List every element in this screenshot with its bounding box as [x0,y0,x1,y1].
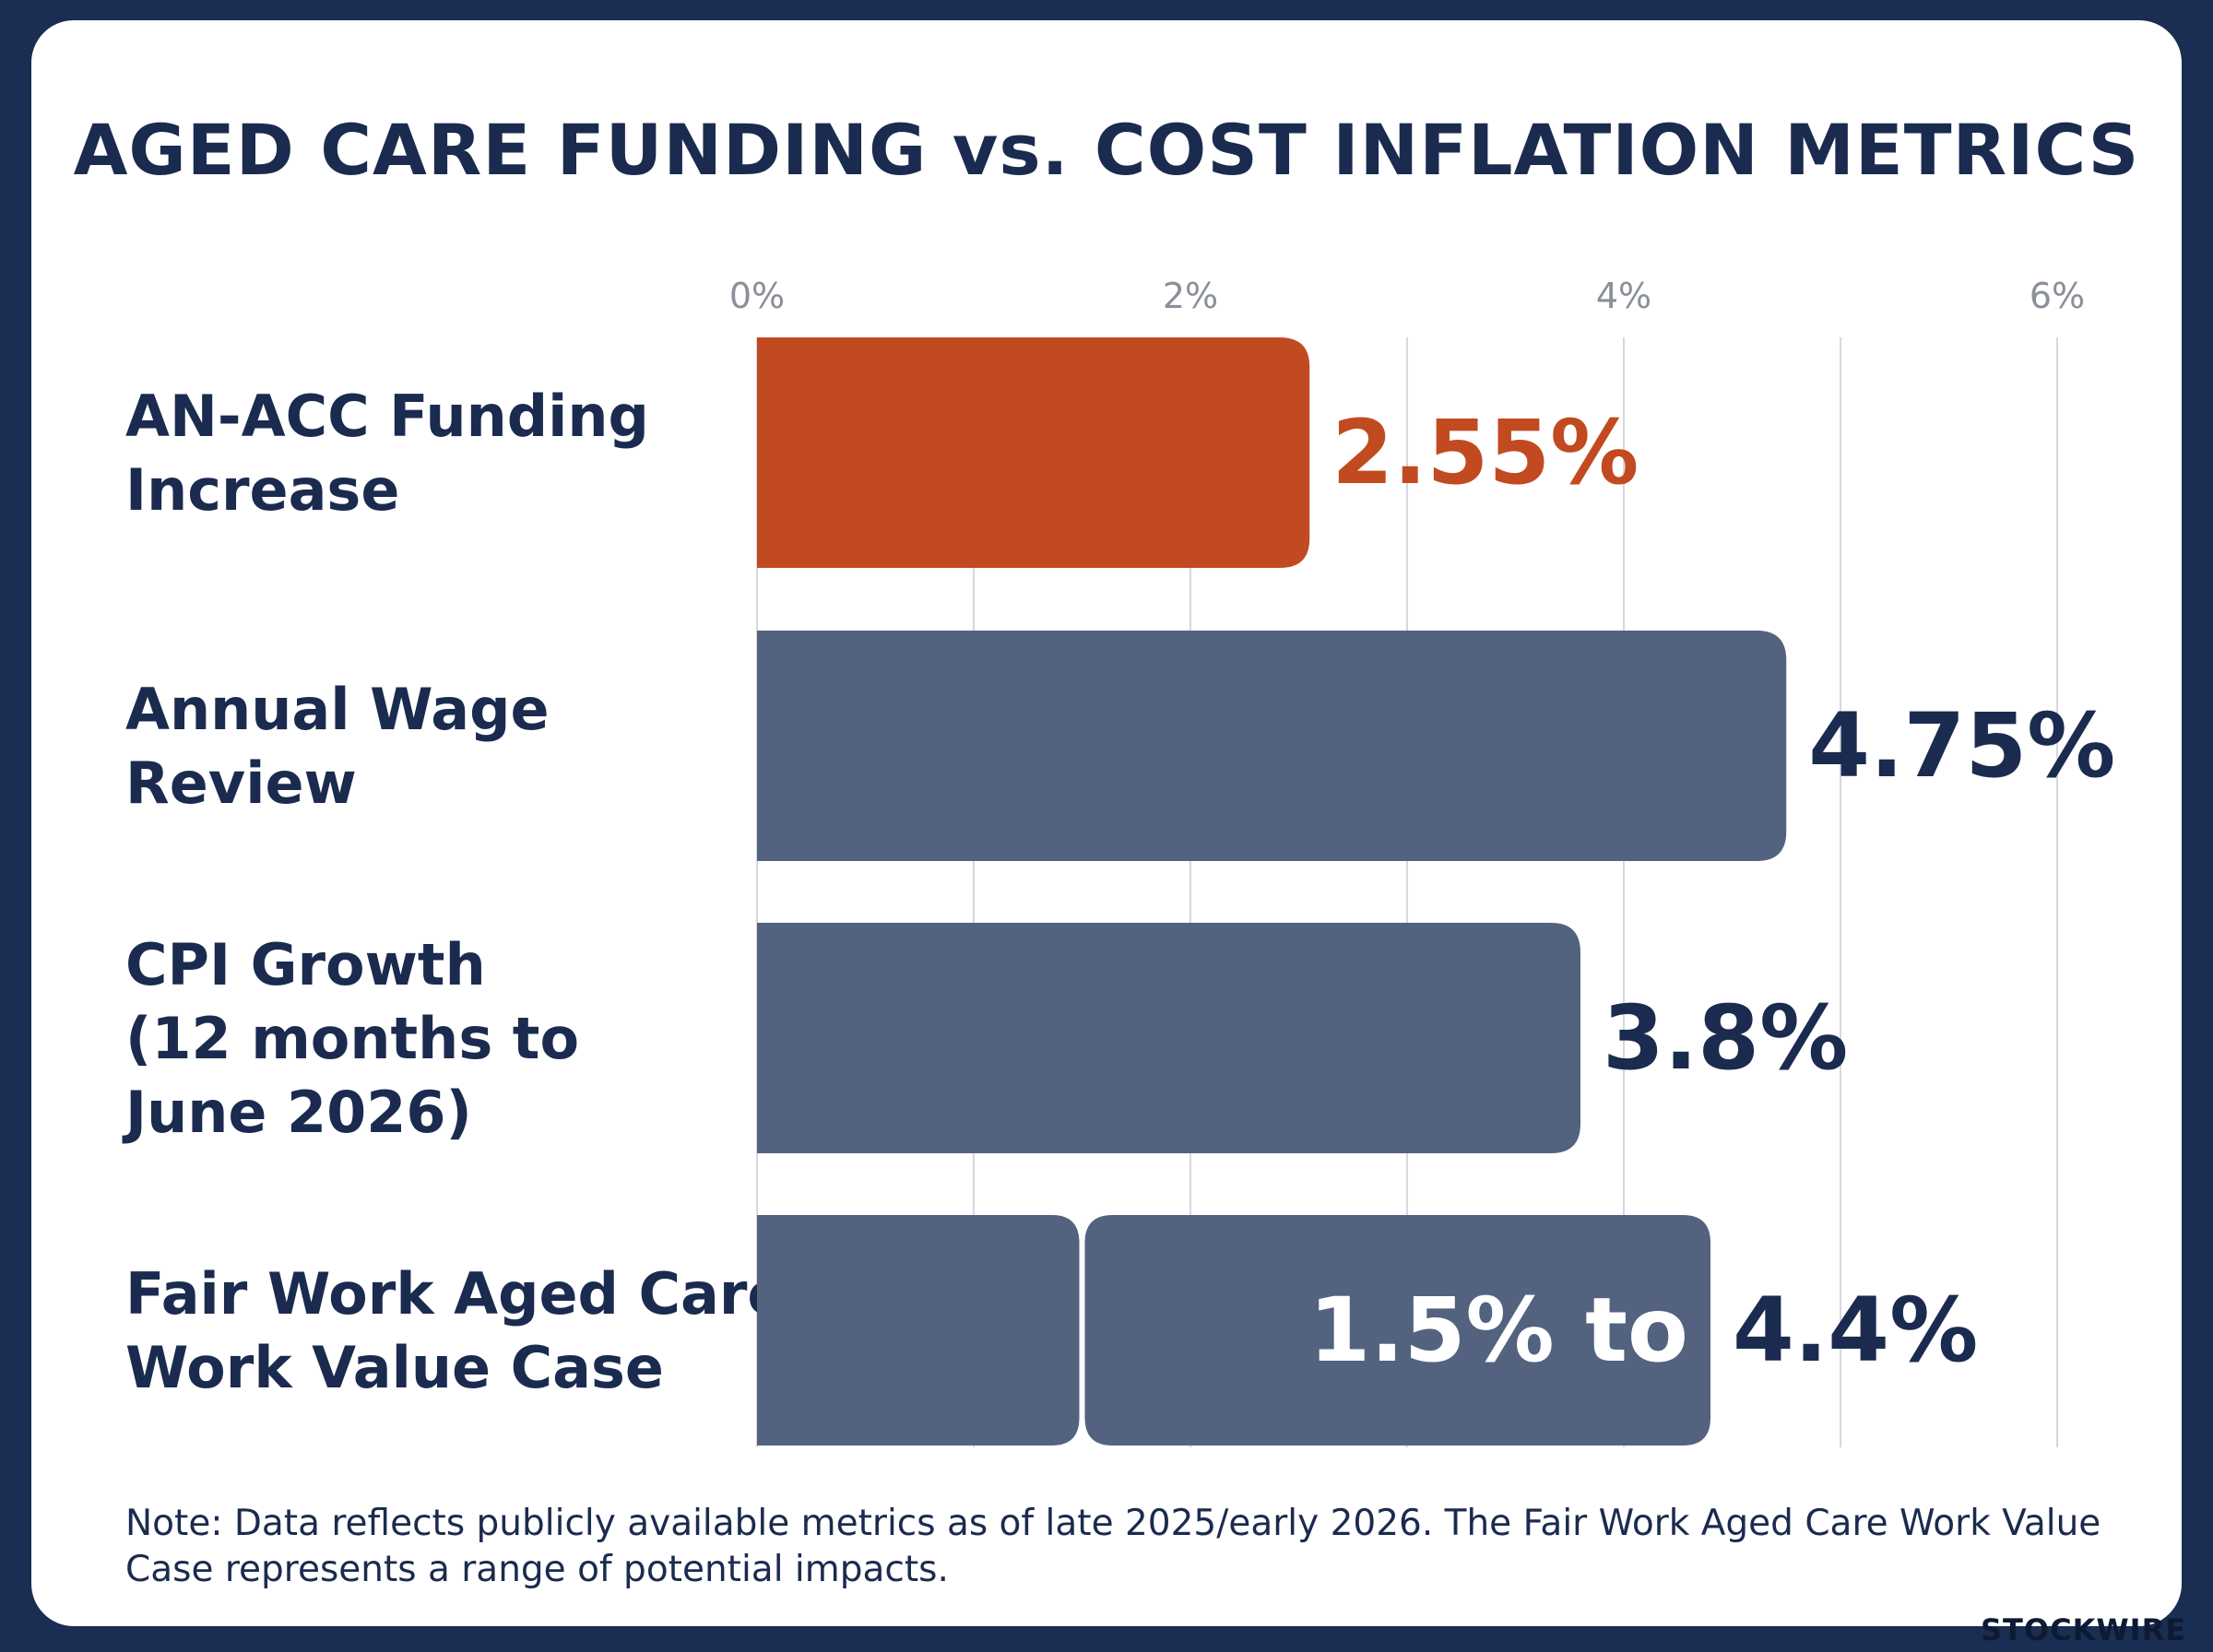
category-label: June 2026) [122,1079,472,1146]
category-label: (12 months to [125,1005,579,1072]
category-label: Annual Wage [125,676,550,743]
data-label-high: 4.4% [1733,1279,1978,1382]
footnote: Note: Data reflects publicly available m… [125,1503,2101,1590]
x-tick-label: 4% [1596,276,1651,316]
data-label: 3.8% [1603,986,1848,1090]
bar [757,337,1310,568]
data-label: 4.75% [1808,694,2115,797]
bar-range-high [1084,1215,1710,1446]
data-label-low: 1.5% to [1308,1279,1688,1382]
brand-logo: STOCKWIRE [1981,1612,2187,1647]
chart-title: AGED CARE FUNDING vs. COST INFLATION MET… [73,109,2140,191]
bar [757,631,1787,861]
x-tick-label: 0% [729,276,785,316]
category-label: Review [125,749,357,817]
bar-range-low [757,1215,1080,1446]
x-tick-label: 2% [1163,276,1218,316]
category-label: Work Value Case [125,1334,664,1401]
category-label: AN-ACC Funding [125,383,649,450]
category-label: Increase [125,456,399,524]
category-label: Fair Work Aged Care [125,1260,786,1328]
category-label: CPI Growth [125,931,486,998]
data-label: 2.55% [1331,401,1639,504]
bar [757,923,1580,1153]
x-tick-label: 6% [2030,276,2085,316]
